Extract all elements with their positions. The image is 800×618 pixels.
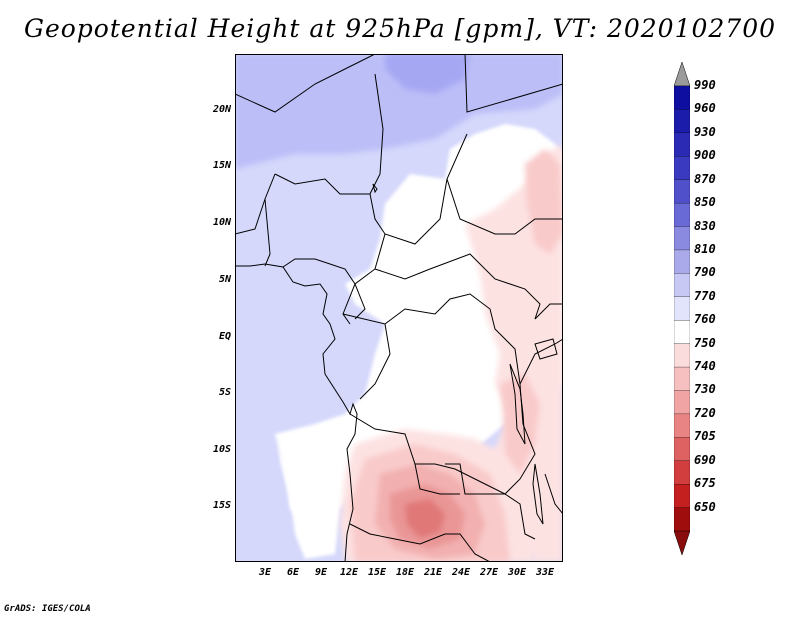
border-east-africa — [519, 338, 563, 385]
colorbar-segment — [674, 366, 690, 391]
lon-label-3e: 3E — [258, 567, 272, 578]
colorbar-label: 790 — [694, 265, 716, 280]
border-west-2 — [235, 173, 276, 235]
border-sahel-north — [235, 54, 376, 113]
lake-tanganyika — [509, 363, 526, 445]
border-drc-west — [342, 313, 391, 400]
coastline-west-africa — [235, 263, 358, 562]
colorbar-label: 930 — [694, 124, 716, 139]
colorbar-segment — [674, 390, 690, 415]
grads-credit: GrADS: IGES/COLA — [4, 604, 91, 614]
colorbar-segment — [674, 202, 690, 227]
border-south-sudan — [534, 303, 563, 320]
lon-label-27e: 27E — [479, 567, 499, 578]
colorbar-segment — [674, 156, 690, 181]
colorbar-segment — [674, 85, 690, 110]
lon-label-18e: 18E — [395, 567, 415, 578]
lon-label-24e: 24E — [451, 567, 471, 578]
border-cameroon — [342, 233, 386, 325]
lat-label-15n: 15N — [212, 160, 231, 171]
colorbar-segment — [674, 226, 690, 251]
colorbar-segment — [674, 179, 690, 204]
lat-label-10s: 10S — [212, 444, 231, 455]
field-740-east-strip — [500, 374, 540, 474]
colorbar-segment — [674, 249, 690, 274]
lon-label-30e: 30E — [507, 567, 527, 578]
colorbar-label: 810 — [694, 241, 716, 256]
field-740-ne — [525, 149, 563, 254]
map-title: Geopotential Height at 925hPa [gpm], VT:… — [23, 14, 777, 43]
lake-chad — [372, 183, 378, 194]
colorbar-label: 650 — [694, 499, 716, 514]
colorbar-label: 690 — [694, 452, 716, 467]
colorbar-label: 870 — [694, 171, 716, 186]
colorbar-top-triangle — [674, 62, 690, 87]
colorbar-segment — [674, 273, 690, 298]
colorbar-label: 675 — [694, 476, 716, 491]
lat-label-eq: EQ — [218, 331, 231, 342]
colorbar-label: 770 — [694, 288, 716, 303]
colorbar-label: 850 — [694, 195, 716, 210]
colorbar-bottom-triangle — [674, 530, 690, 555]
colorbar-label: 740 — [694, 359, 716, 374]
lat-label-15s: 15S — [212, 500, 231, 511]
colorbar-label: 760 — [694, 312, 716, 327]
colorbar-label: 960 — [694, 101, 716, 116]
colorbar-segment — [674, 343, 690, 368]
colorbar-label: 900 — [694, 148, 716, 163]
colorbar-label: 750 — [694, 335, 716, 350]
lon-label-15e: 15E — [367, 567, 387, 578]
colorbar-label: 720 — [694, 405, 716, 420]
lon-label-9e: 9E — [314, 567, 328, 578]
border-mozambique — [544, 473, 563, 515]
border-congo-drc — [349, 293, 536, 495]
colorbar-segment — [674, 132, 690, 157]
country-boundaries — [235, 54, 563, 562]
colorbar-segment — [674, 320, 690, 345]
field-blue-top — [385, 54, 470, 94]
border-car — [374, 253, 541, 320]
colorbar-segment — [674, 109, 690, 134]
border-angola-south — [349, 523, 491, 562]
lon-label-21e: 21E — [423, 567, 443, 578]
lat-label-5s: 5S — [218, 387, 231, 398]
lat-label-5n: 5N — [218, 274, 231, 285]
colorbar-label: 990 — [694, 78, 716, 92]
lon-label-33e: 33E — [535, 567, 555, 578]
colorbar — [674, 62, 690, 555]
field-blue-sw — [235, 439, 285, 562]
geopotential-field — [235, 54, 563, 562]
lake-malawi — [532, 463, 544, 525]
lake-victoria — [534, 338, 558, 360]
border-zambia — [445, 463, 536, 540]
colorbar-segment — [674, 296, 690, 321]
colorbar-label: 830 — [694, 218, 716, 233]
lat-label-20n: 20N — [212, 104, 231, 115]
lon-label-6e: 6E — [286, 567, 300, 578]
colorbar-segment — [674, 460, 690, 485]
colorbar-label: 705 — [694, 429, 716, 444]
lat-label-10n: 10N — [212, 217, 231, 228]
border-niger-chad — [369, 73, 468, 245]
border-angola-zambia — [414, 463, 460, 495]
field-705-sw — [405, 499, 445, 538]
colorbar-segment — [674, 413, 690, 438]
colorbar-segment — [674, 437, 690, 462]
colorbar-segment — [674, 507, 690, 532]
border-west-1 — [264, 198, 271, 267]
colorbar-segment — [674, 484, 690, 509]
lon-label-12e: 12E — [339, 567, 359, 578]
coastline-gulf-guinea — [282, 258, 366, 320]
colorbar-label: 730 — [694, 382, 716, 397]
border-sudan — [446, 178, 563, 235]
map-panel — [235, 54, 563, 562]
border-libya-chad — [464, 54, 563, 113]
border-nigeria — [274, 173, 370, 195]
field-white-west — [280, 449, 335, 524]
